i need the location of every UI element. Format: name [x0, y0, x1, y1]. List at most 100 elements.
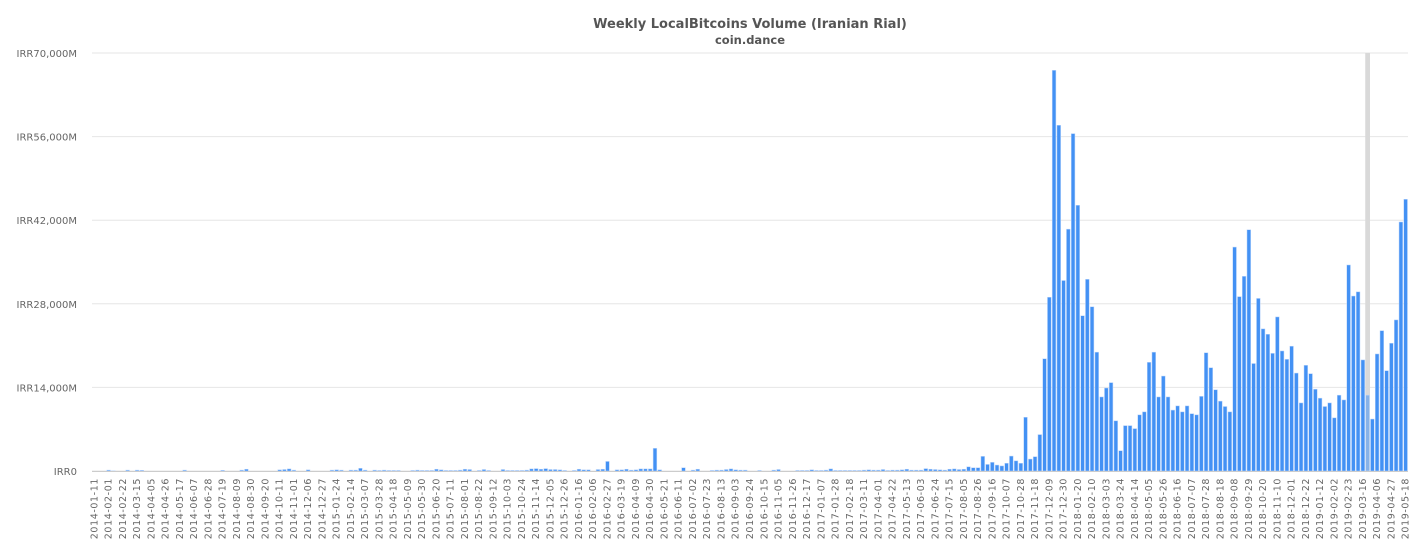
bar[interactable] — [1189, 413, 1194, 472]
bar[interactable] — [1104, 387, 1109, 472]
bar[interactable] — [139, 470, 144, 472]
bar[interactable] — [1384, 370, 1389, 472]
bar[interactable] — [581, 469, 586, 472]
bar[interactable] — [220, 470, 225, 472]
bar[interactable] — [505, 470, 510, 472]
bar[interactable] — [1023, 417, 1028, 472]
bar[interactable] — [1303, 365, 1308, 472]
bar[interactable] — [681, 467, 686, 472]
bar[interactable] — [1213, 389, 1218, 472]
bar[interactable] — [918, 469, 924, 472]
bar[interactable] — [1051, 70, 1057, 472]
bar[interactable] — [372, 469, 377, 472]
bar[interactable] — [1294, 372, 1299, 472]
bar[interactable] — [348, 469, 354, 472]
bar[interactable] — [966, 466, 971, 472]
bar[interactable] — [838, 470, 843, 472]
bar[interactable] — [462, 468, 468, 472]
bar[interactable] — [690, 469, 696, 472]
bar[interactable] — [1270, 353, 1275, 472]
bar[interactable] — [329, 469, 335, 472]
bar[interactable] — [510, 470, 515, 472]
bar[interactable] — [975, 467, 981, 472]
bar[interactable] — [819, 470, 824, 472]
bar[interactable] — [1080, 315, 1085, 472]
bar[interactable] — [909, 469, 914, 472]
bar[interactable] — [576, 468, 582, 472]
bar[interactable] — [1208, 367, 1213, 472]
bar[interactable] — [1018, 462, 1023, 472]
bar[interactable] — [942, 469, 947, 472]
bar[interactable] — [994, 464, 1000, 472]
bar[interactable] — [1009, 455, 1014, 472]
bar[interactable] — [353, 469, 358, 472]
bar[interactable] — [1313, 388, 1318, 472]
bar[interactable] — [1227, 411, 1232, 472]
bar[interactable] — [572, 470, 577, 472]
bar[interactable] — [714, 469, 719, 472]
bar[interactable] — [306, 469, 311, 472]
bar[interactable] — [429, 470, 434, 472]
bar[interactable] — [1246, 229, 1251, 472]
bar[interactable] — [1146, 362, 1152, 472]
bar[interactable] — [477, 470, 482, 472]
bar[interactable] — [1032, 456, 1038, 472]
bar[interactable] — [1237, 296, 1242, 472]
bar[interactable] — [1256, 298, 1261, 472]
bar[interactable] — [776, 469, 781, 472]
bar[interactable] — [282, 469, 287, 472]
bar[interactable] — [980, 456, 985, 472]
bar[interactable] — [614, 469, 620, 472]
bar[interactable] — [1132, 428, 1137, 472]
bar[interactable] — [743, 469, 748, 472]
bar[interactable] — [1337, 394, 1342, 472]
bar[interactable] — [605, 461, 610, 472]
bar[interactable] — [1322, 406, 1327, 472]
bar[interactable] — [515, 470, 520, 472]
bar[interactable] — [899, 469, 905, 472]
bar[interactable] — [287, 468, 292, 472]
bar[interactable] — [952, 468, 957, 472]
bar[interactable] — [1265, 334, 1270, 472]
bar[interactable] — [890, 469, 895, 472]
bar[interactable] — [562, 470, 567, 472]
bar[interactable] — [363, 469, 368, 472]
bar[interactable] — [842, 470, 848, 472]
bar[interactable] — [1066, 228, 1071, 472]
bar[interactable] — [1251, 363, 1256, 472]
bar[interactable] — [728, 468, 734, 472]
bar[interactable] — [1351, 295, 1356, 472]
bar[interactable] — [1194, 414, 1199, 472]
bar[interactable] — [1327, 402, 1332, 472]
bar[interactable] — [1241, 276, 1247, 472]
bar[interactable] — [804, 470, 810, 472]
bar[interactable] — [443, 470, 449, 472]
bar[interactable] — [1108, 382, 1114, 472]
bar[interactable] — [182, 469, 187, 472]
bar[interactable] — [971, 467, 976, 472]
bar[interactable] — [1370, 418, 1375, 472]
bar[interactable] — [823, 469, 829, 472]
bar[interactable] — [1279, 350, 1285, 472]
bar[interactable] — [1346, 264, 1351, 472]
bar[interactable] — [828, 468, 833, 472]
bar[interactable] — [999, 465, 1004, 472]
bar[interactable] — [724, 469, 729, 472]
bar[interactable] — [1365, 394, 1370, 472]
bar[interactable] — [1113, 420, 1118, 472]
bar[interactable] — [719, 469, 724, 472]
bar[interactable] — [415, 469, 420, 472]
bar[interactable] — [771, 469, 776, 472]
bar[interactable] — [467, 469, 472, 472]
bar[interactable] — [895, 469, 900, 472]
bar[interactable] — [861, 469, 867, 472]
bar[interactable] — [453, 470, 458, 472]
bar[interactable] — [382, 469, 387, 472]
bar[interactable] — [1127, 425, 1133, 472]
bar[interactable] — [386, 470, 392, 472]
bar[interactable] — [847, 470, 852, 472]
bar[interactable] — [923, 468, 928, 472]
bar[interactable] — [961, 468, 966, 472]
bar[interactable] — [1360, 359, 1365, 472]
bar[interactable] — [534, 468, 539, 472]
